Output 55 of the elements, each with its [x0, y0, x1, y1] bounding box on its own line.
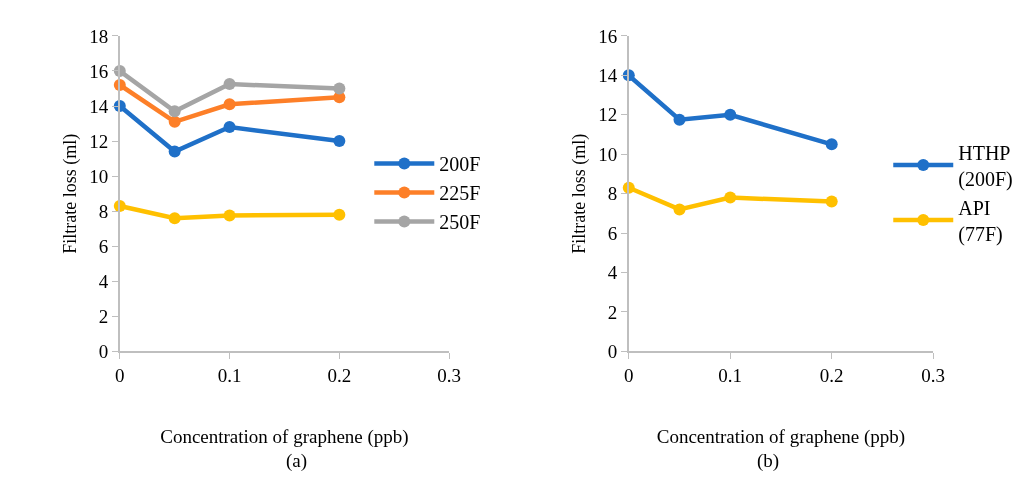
y-tick-label: 16: [89, 60, 109, 82]
y-tick-label: 14: [89, 95, 109, 117]
legend-label: 200F: [439, 153, 481, 176]
point: [223, 78, 236, 91]
x-tick-label: 0.2: [327, 364, 352, 386]
point: [825, 138, 838, 151]
point: [168, 115, 181, 128]
x-tick-label: 0.3: [921, 364, 946, 386]
y-tick-label: 6: [98, 235, 109, 257]
x-tick-label: 0.2: [819, 364, 844, 386]
x-tick-label: 0.1: [217, 364, 242, 386]
x-tick-label: 0.1: [718, 364, 743, 386]
y-tick-label: 10: [89, 165, 109, 187]
point: [223, 209, 236, 222]
x-tick-label: 0: [624, 364, 634, 386]
point: [724, 108, 737, 121]
y-tick-label: 2: [98, 306, 109, 328]
legend-label: 225F: [439, 182, 481, 205]
y-tick-label: 14: [598, 64, 618, 86]
text: (a): [286, 450, 308, 472]
point: [168, 212, 181, 225]
y-tick-label: 6: [607, 222, 618, 244]
legend-label: API (77F): [958, 196, 1003, 246]
y-axis-title: Filtrate loss (ml): [568, 133, 590, 254]
y-tick-label: 0: [607, 341, 618, 363]
point: [724, 191, 737, 204]
y-axis-title: Filtrate loss (ml): [59, 133, 81, 254]
y-tick-label: 12: [89, 130, 109, 152]
y-tick-label: 0: [98, 341, 109, 363]
y-tick-label: 18: [89, 25, 109, 47]
point: [333, 135, 346, 148]
text: (b): [757, 450, 780, 472]
point: [168, 105, 181, 118]
point: [333, 82, 346, 95]
y-tick-label: 2: [607, 301, 618, 323]
y-tick-label: 8: [98, 200, 109, 222]
y-tick-label: 10: [598, 143, 618, 165]
point: [223, 98, 236, 111]
point: [825, 195, 838, 208]
y-tick-label: 16: [598, 25, 618, 47]
x-tick-label: 0.3: [437, 364, 462, 386]
point: [223, 121, 236, 134]
y-tick-label: 12: [598, 104, 618, 126]
x-tick-label: 0: [115, 364, 125, 386]
x-axis-title: Concentration of graphene (ppb): [656, 426, 906, 449]
point: [673, 113, 686, 126]
legend-label: HTHP (200F): [958, 141, 1013, 191]
y-tick-label: 4: [98, 270, 109, 292]
y-tick-label: 8: [607, 183, 618, 205]
x-axis-title: Concentration of graphene (ppb): [160, 426, 409, 449]
legend-label: 250F: [439, 211, 481, 234]
point: [673, 203, 686, 216]
point: [168, 145, 181, 158]
y-tick-label: 4: [607, 262, 618, 284]
point: [333, 208, 346, 221]
